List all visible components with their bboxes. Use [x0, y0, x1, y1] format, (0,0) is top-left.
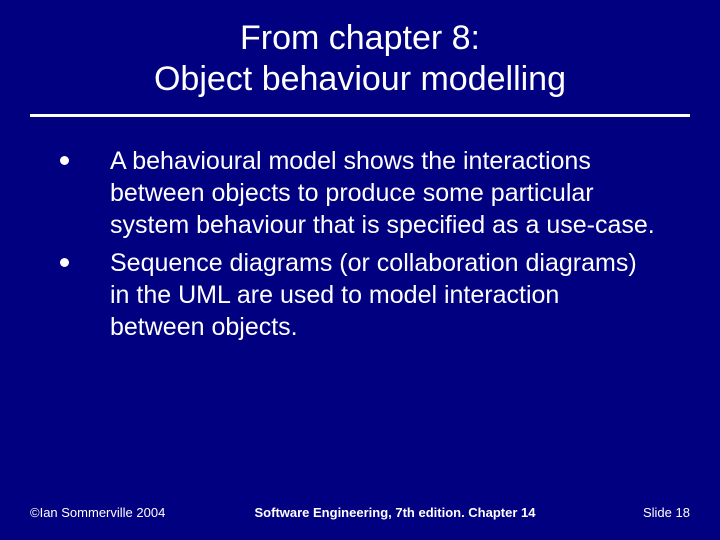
footer-slide-label: Slide	[643, 505, 672, 520]
footer-slide-num: 18	[676, 505, 690, 520]
title-line-2: Object behaviour modelling	[50, 59, 670, 100]
footer-copyright: ©Ian Sommerville 2004	[30, 505, 180, 520]
slide: From chapter 8: Object behaviour modelli…	[0, 0, 720, 540]
footer-slide-number: Slide 18	[610, 505, 690, 520]
slide-title: From chapter 8: Object behaviour modelli…	[30, 18, 690, 114]
list-item: Sequence diagrams (or collaboration diag…	[40, 247, 660, 343]
bullet-icon	[60, 156, 69, 165]
slide-body: A behavioural model shows the interactio…	[30, 117, 690, 349]
bullet-icon	[60, 258, 69, 267]
slide-footer: ©Ian Sommerville 2004 Software Engineeri…	[0, 505, 720, 520]
list-item: A behavioural model shows the interactio…	[40, 145, 660, 241]
bullet-list: A behavioural model shows the interactio…	[40, 145, 660, 343]
footer-book-ref: Software Engineering, 7th edition. Chapt…	[180, 505, 610, 520]
bullet-text: Sequence diagrams (or collaboration diag…	[110, 249, 637, 341]
bullet-text: A behavioural model shows the interactio…	[110, 147, 655, 239]
title-line-1: From chapter 8:	[50, 18, 670, 59]
